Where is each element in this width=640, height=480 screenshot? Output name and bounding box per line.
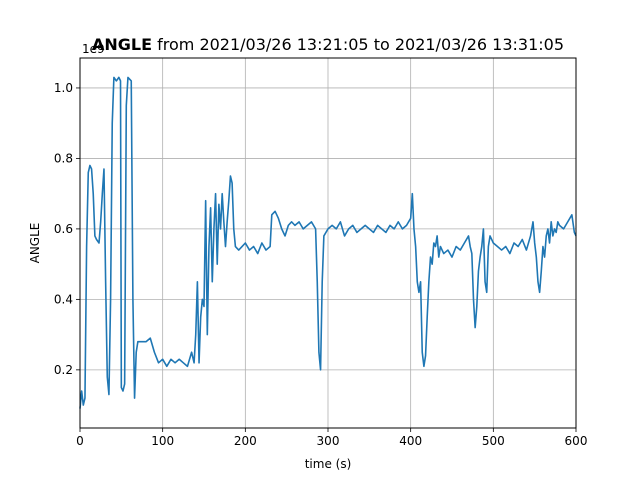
series-line: [79, 76, 577, 409]
y-tick-label: 0.4: [54, 292, 73, 306]
x-tick-label: 400: [399, 434, 422, 448]
chart-title-rest: from 2021/03/26 13:21:05 to 2021/03/26 1…: [152, 35, 564, 54]
y-tick-label: 0.2: [54, 363, 73, 377]
x-axis-label: time (s): [305, 457, 352, 471]
x-axis-ticks: 0 100 200 300 400 500 600: [76, 428, 587, 448]
chart-title-bold: ANGLE: [92, 35, 152, 54]
y-axis-ticks: 0.2 0.4 0.6 0.8 1.0: [54, 81, 80, 377]
x-tick-label: 600: [565, 434, 588, 448]
plot-frame: [79, 57, 577, 429]
chart-title: ANGLE from 2021/03/26 13:21:05 to 2021/0…: [92, 35, 564, 54]
x-tick-label: 200: [234, 434, 257, 448]
y-axis-label: ANGLE: [28, 223, 42, 264]
y-axis-offset-label: 1e9: [82, 42, 105, 56]
x-tick-label: 500: [482, 434, 505, 448]
x-tick-label: 300: [317, 434, 340, 448]
y-tick-label: 0.6: [54, 222, 73, 236]
x-tick-label: 100: [151, 434, 174, 448]
x-tick-label: 0: [76, 434, 84, 448]
y-tick-label: 0.8: [54, 151, 73, 165]
y-tick-label: 1.0: [54, 81, 73, 95]
